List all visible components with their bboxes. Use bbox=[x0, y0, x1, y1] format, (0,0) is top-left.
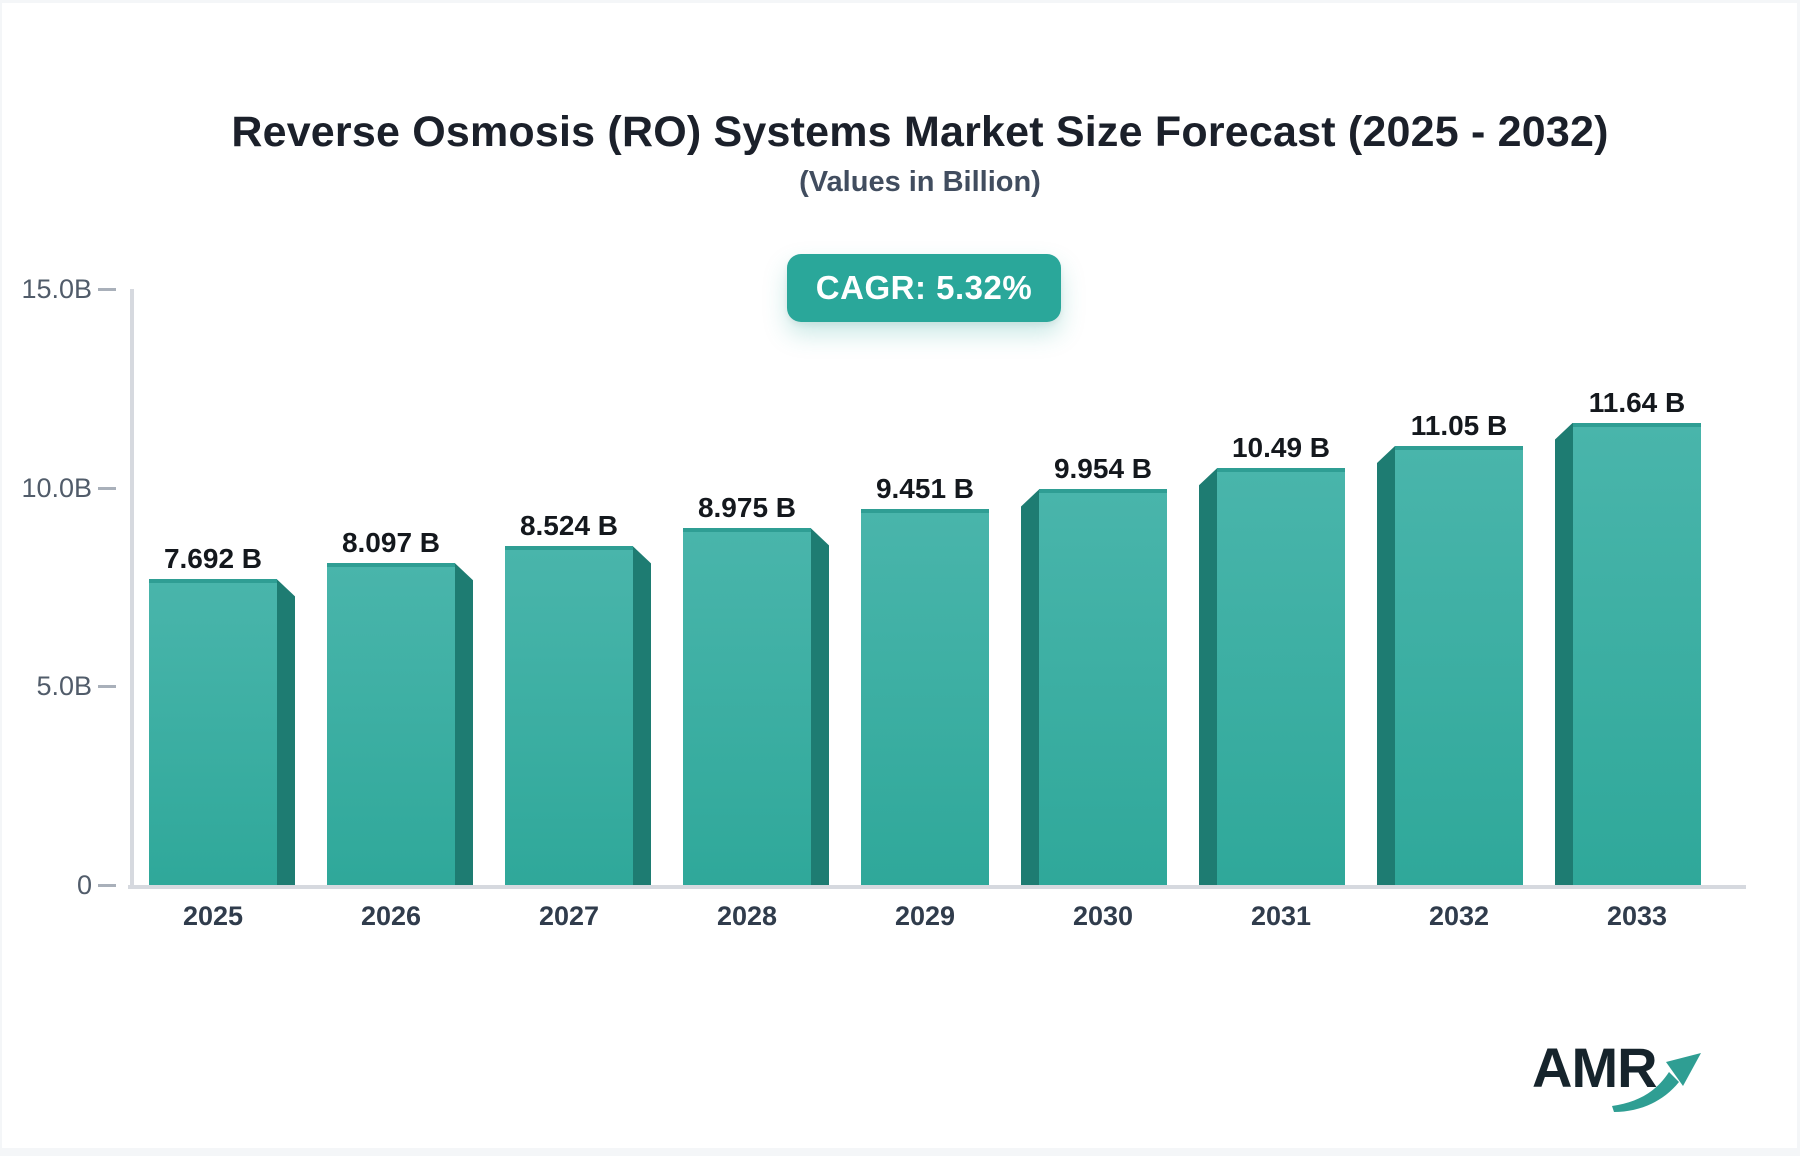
x-category-label: 2027 bbox=[538, 901, 600, 931]
bar bbox=[1395, 445, 1523, 885]
bar bbox=[505, 546, 633, 885]
chart-subtitle: (Values in Billion) bbox=[799, 166, 1041, 198]
bar-value-label: 8.524 B bbox=[519, 510, 619, 542]
bar bbox=[327, 563, 455, 885]
bar bbox=[861, 509, 989, 885]
growth-arrow-icon bbox=[1612, 1053, 1701, 1112]
y-tick-dash bbox=[98, 288, 116, 291]
x-category-label: 2028 bbox=[716, 901, 778, 931]
y-axis-line bbox=[130, 289, 134, 889]
x-category-label: 2030 bbox=[1072, 901, 1134, 931]
bar-value-label: 9.451 B bbox=[875, 473, 975, 505]
bar-value-label: 8.097 B bbox=[341, 527, 441, 559]
x-axis-line bbox=[128, 885, 1746, 889]
x-category-label: 2033 bbox=[1606, 901, 1668, 931]
bar-side-panel bbox=[1377, 445, 1395, 885]
chart-title: Reverse Osmosis (RO) Systems Market Size… bbox=[231, 108, 1609, 156]
bar-side-panel bbox=[1555, 422, 1573, 885]
y-tick-dash bbox=[98, 884, 116, 887]
bar-value-label: 11.64 B bbox=[1588, 386, 1686, 418]
y-tick-label: 0 bbox=[76, 870, 92, 900]
x-category-label: 2032 bbox=[1428, 901, 1490, 931]
bar-value-label: 7.692 B bbox=[163, 543, 263, 575]
bar bbox=[1217, 468, 1345, 885]
y-tick-label: 5.0B bbox=[36, 671, 92, 702]
bar-side-panel bbox=[455, 563, 473, 885]
bar-value-label: 10.49 B bbox=[1231, 432, 1331, 464]
amr-logo-text: AMR bbox=[1532, 1036, 1658, 1099]
bar bbox=[149, 579, 277, 885]
x-category-label: 2029 bbox=[894, 901, 956, 931]
bar-side-panel bbox=[1021, 489, 1039, 885]
cagr-badge: CAGR: 5.32% bbox=[787, 254, 1061, 322]
y-tick-label: 10.0B bbox=[21, 472, 92, 503]
x-category-label: 2031 bbox=[1250, 901, 1312, 931]
x-category-label: 2025 bbox=[182, 901, 244, 931]
bar-side-panel bbox=[1199, 468, 1217, 885]
y-tick-dash bbox=[98, 685, 116, 689]
bar-value-label: 8.975 B bbox=[697, 492, 797, 524]
amr-logo: AMR bbox=[1532, 1038, 1742, 1122]
bar-side-panel bbox=[277, 579, 295, 885]
bar-side-panel bbox=[633, 546, 651, 885]
bar bbox=[1039, 489, 1167, 885]
bar-side-panel bbox=[811, 528, 829, 885]
bar bbox=[1573, 422, 1701, 885]
bar-value-label: 9.954 B bbox=[1053, 453, 1153, 485]
bar bbox=[683, 528, 811, 885]
bar-value-label: 11.05 B bbox=[1410, 409, 1508, 441]
x-category-label: 2026 bbox=[360, 901, 422, 931]
y-tick-label: 15.0B bbox=[21, 274, 92, 304]
y-tick-dash bbox=[98, 486, 116, 490]
